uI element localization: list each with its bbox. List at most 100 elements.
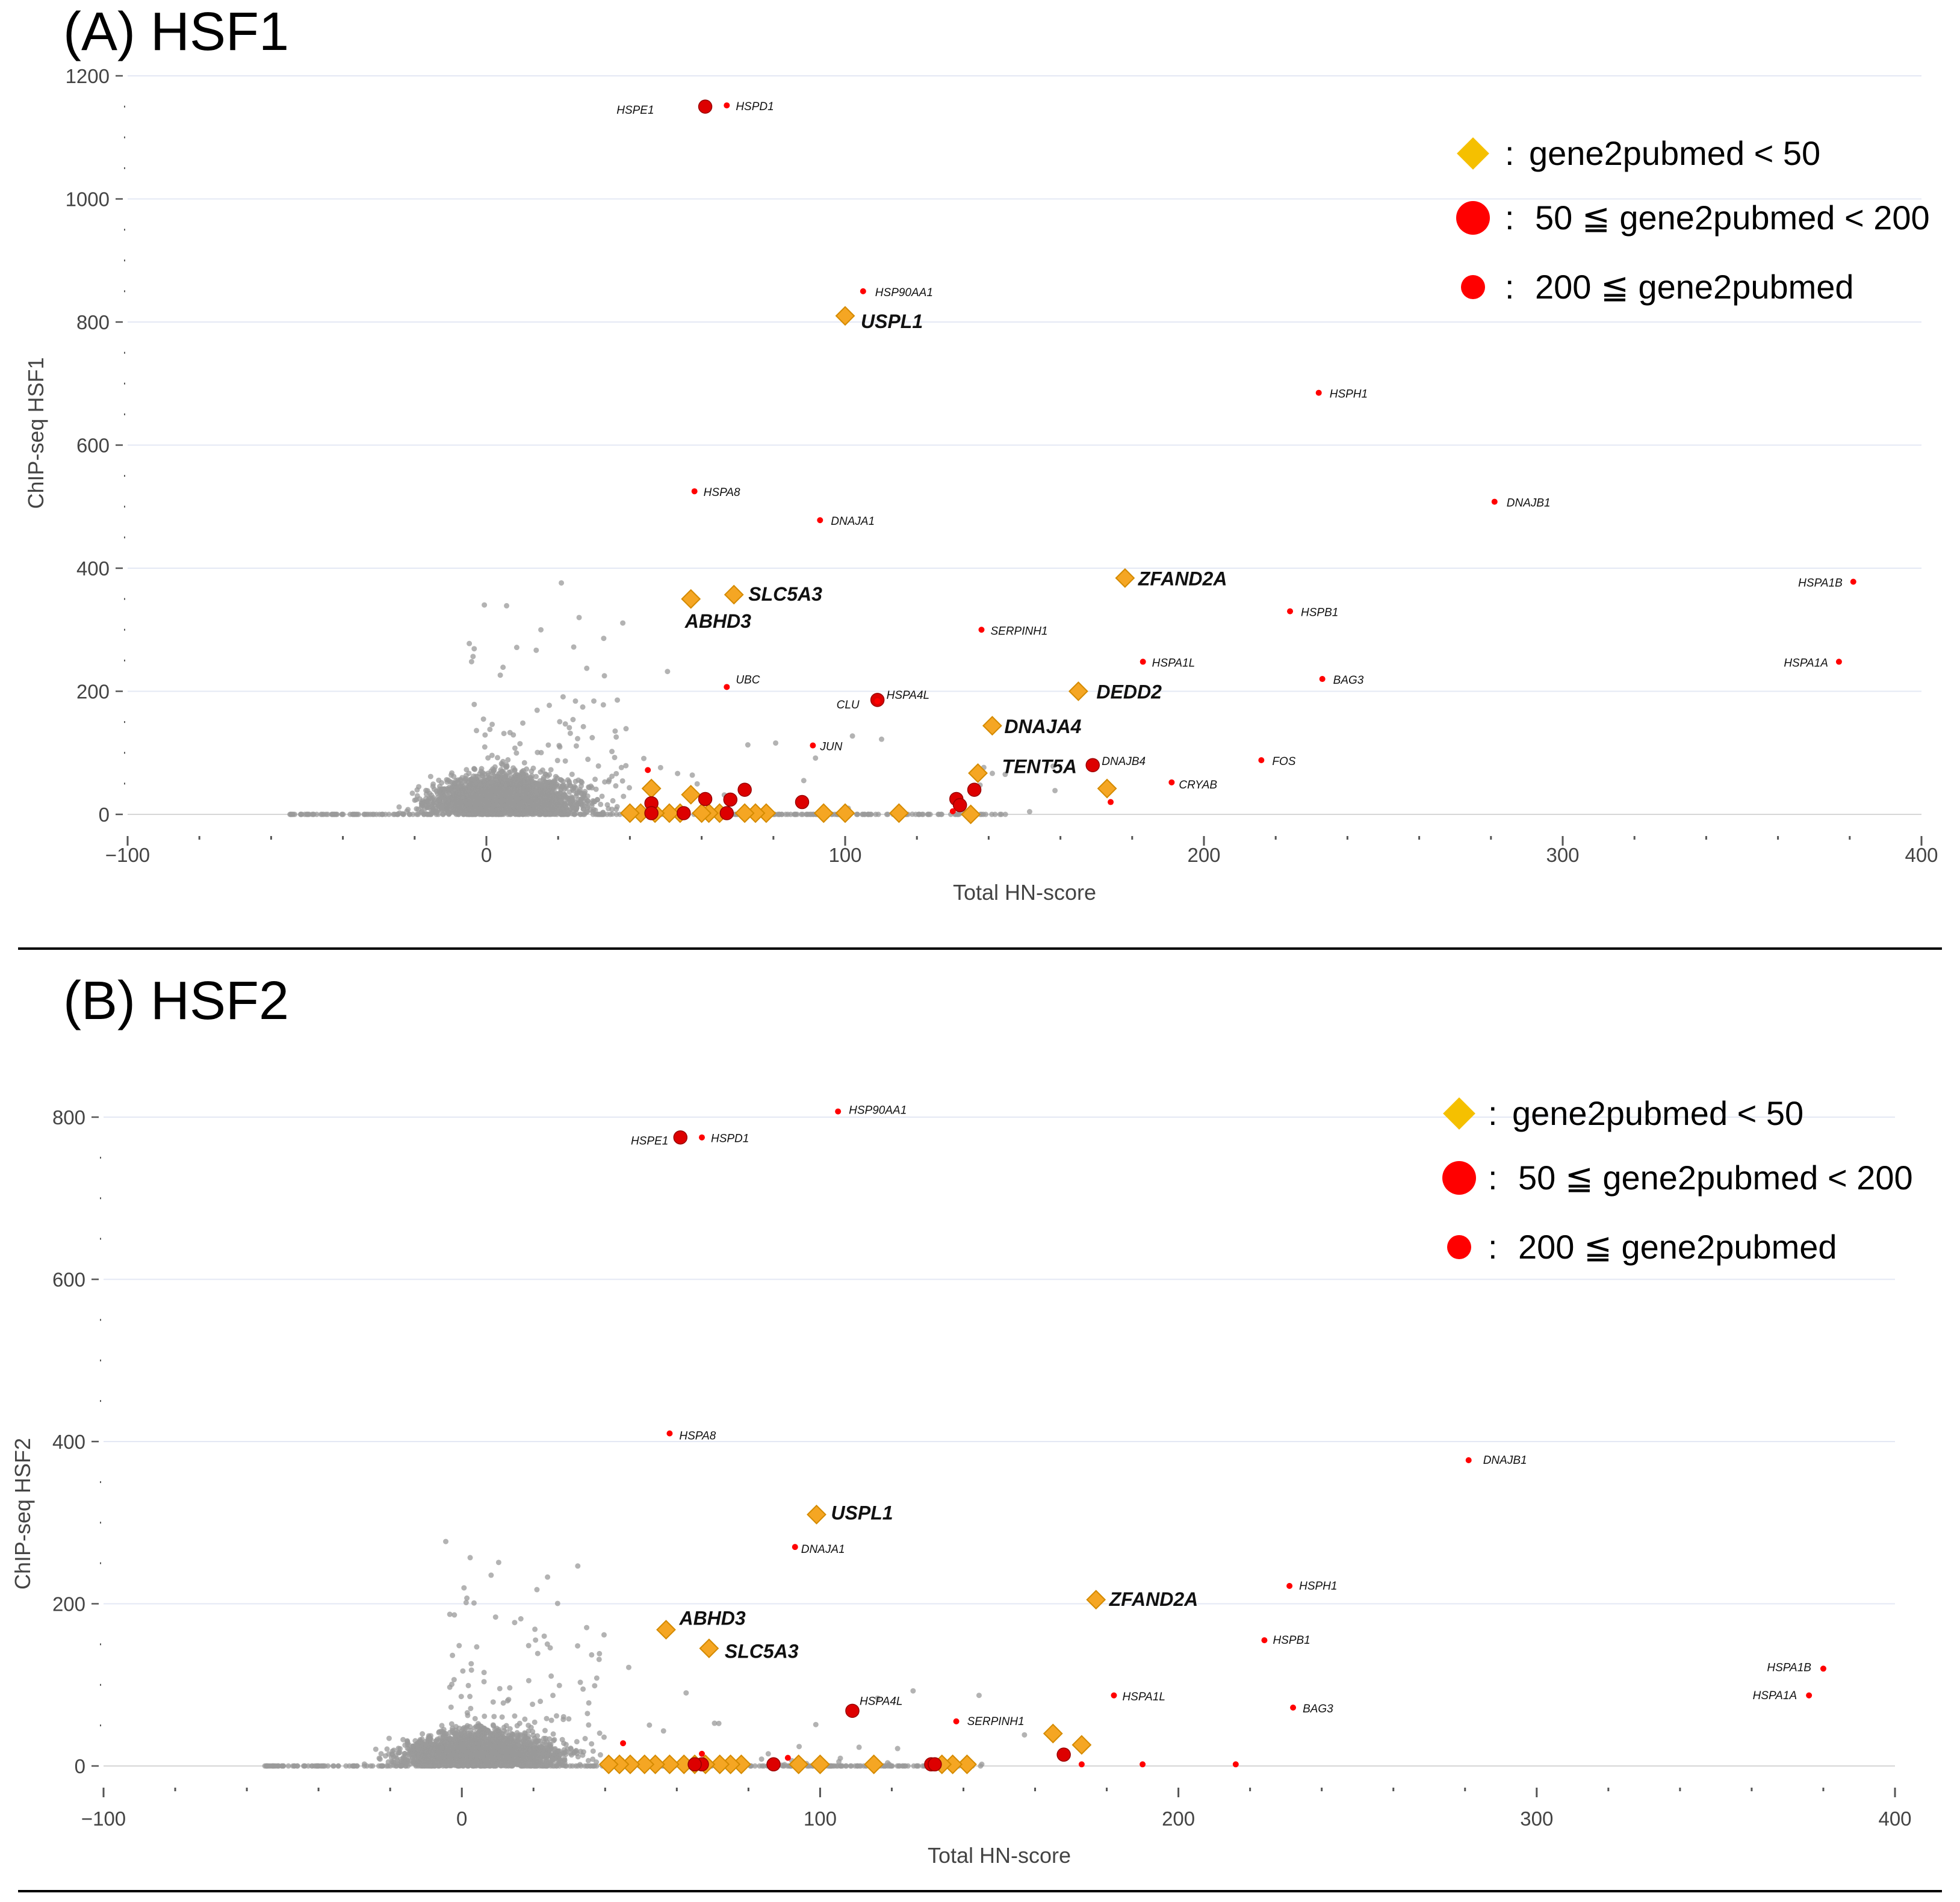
data-point-small-circle bbox=[1319, 676, 1326, 683]
background-point bbox=[620, 620, 626, 626]
legend-small-circle-icon bbox=[1461, 275, 1485, 299]
background-point bbox=[583, 810, 589, 816]
data-label: DNAJB4 bbox=[1102, 755, 1146, 768]
background-point bbox=[573, 743, 579, 749]
background-point bbox=[516, 811, 523, 817]
background-point bbox=[584, 665, 590, 671]
background-point bbox=[498, 776, 504, 782]
y-tick-label: 400 bbox=[76, 557, 110, 580]
background-point bbox=[489, 752, 495, 758]
y-tick-label: 0 bbox=[75, 1755, 85, 1777]
data-label: USPL1 bbox=[861, 311, 923, 332]
background-point bbox=[507, 1726, 513, 1732]
data-label: CLU bbox=[837, 699, 860, 711]
data-label: UBC bbox=[736, 674, 760, 686]
background-point bbox=[508, 811, 514, 817]
background-point bbox=[427, 773, 433, 779]
background-point bbox=[482, 732, 488, 738]
background-point bbox=[441, 793, 447, 799]
background-point bbox=[487, 726, 493, 733]
background-point bbox=[1026, 809, 1032, 815]
background-point bbox=[451, 783, 457, 789]
x-tick-label: 100 bbox=[804, 1808, 837, 1830]
background-point bbox=[485, 770, 491, 776]
background-point bbox=[503, 762, 509, 768]
background-point bbox=[449, 770, 455, 776]
background-point bbox=[476, 777, 482, 783]
y-tick-label: 1200 bbox=[66, 65, 110, 87]
data-point-small-circle bbox=[810, 742, 816, 749]
background-point bbox=[419, 801, 425, 806]
background-point bbox=[453, 811, 459, 817]
background-point bbox=[562, 758, 568, 764]
background-point bbox=[460, 794, 466, 800]
background-point bbox=[641, 755, 647, 761]
background-point bbox=[486, 775, 492, 781]
background-point bbox=[575, 736, 581, 742]
background-point bbox=[290, 811, 296, 817]
background-point bbox=[675, 770, 681, 776]
background-point bbox=[545, 742, 551, 748]
data-label: DEDD2 bbox=[1096, 681, 1162, 703]
data-point-small-circle bbox=[724, 102, 730, 109]
data-point-small-circle bbox=[1850, 578, 1856, 585]
background-point bbox=[490, 766, 496, 772]
background-point bbox=[520, 720, 526, 726]
background-point bbox=[694, 781, 700, 787]
x-axis-label: Total HN-score bbox=[928, 1843, 1071, 1868]
background-point bbox=[534, 707, 540, 713]
background-point bbox=[509, 774, 515, 780]
background-point bbox=[386, 811, 392, 817]
background-point bbox=[567, 782, 573, 788]
x-tick-label: 300 bbox=[1520, 1808, 1553, 1830]
background-point bbox=[536, 811, 542, 817]
background-point bbox=[580, 723, 586, 730]
background-point bbox=[983, 811, 989, 817]
background-point bbox=[938, 811, 944, 817]
background-point bbox=[544, 787, 550, 793]
background-point bbox=[494, 755, 500, 761]
data-point-small-circle bbox=[1168, 779, 1175, 785]
background-point bbox=[435, 811, 441, 817]
background-point bbox=[535, 805, 541, 811]
background-point bbox=[538, 789, 544, 795]
background-point bbox=[550, 793, 556, 799]
background-point bbox=[548, 767, 554, 773]
background-point bbox=[801, 778, 807, 784]
background-point bbox=[522, 796, 528, 802]
background-point bbox=[785, 811, 791, 817]
background-point bbox=[602, 779, 608, 785]
background-point bbox=[557, 719, 563, 725]
background-point bbox=[324, 811, 330, 817]
background-point bbox=[446, 786, 452, 792]
background-point bbox=[619, 778, 625, 784]
background-point bbox=[448, 796, 454, 802]
background-point bbox=[601, 673, 607, 679]
background-point bbox=[450, 1725, 456, 1731]
background-point bbox=[571, 784, 577, 790]
background-point bbox=[500, 762, 506, 768]
background-point bbox=[510, 804, 516, 810]
background-point bbox=[581, 790, 588, 796]
background-point bbox=[480, 773, 486, 779]
background-point bbox=[409, 790, 415, 796]
y-tick-label: 800 bbox=[52, 1106, 85, 1129]
background-point bbox=[849, 733, 855, 739]
background-point bbox=[507, 785, 513, 791]
data-label: HSPA1B bbox=[1798, 577, 1843, 589]
background-point bbox=[470, 784, 476, 790]
x-tick-label: 400 bbox=[1878, 1808, 1911, 1830]
background-point bbox=[431, 802, 437, 808]
series-small-circle bbox=[645, 102, 1856, 814]
background-point bbox=[569, 811, 575, 817]
background-point bbox=[467, 640, 473, 646]
background-point bbox=[481, 779, 487, 785]
data-point-large-circle bbox=[698, 791, 713, 807]
data-label: DNAJA1 bbox=[831, 515, 875, 528]
background-point bbox=[471, 646, 477, 652]
panel-a: (A) HSF1 0 200 400 600 800 1000 1200 −100 0 100 20… bbox=[0, 0, 1960, 950]
background-point bbox=[600, 810, 606, 816]
background-point bbox=[560, 694, 566, 700]
x-tick-label: 400 bbox=[1905, 844, 1938, 866]
